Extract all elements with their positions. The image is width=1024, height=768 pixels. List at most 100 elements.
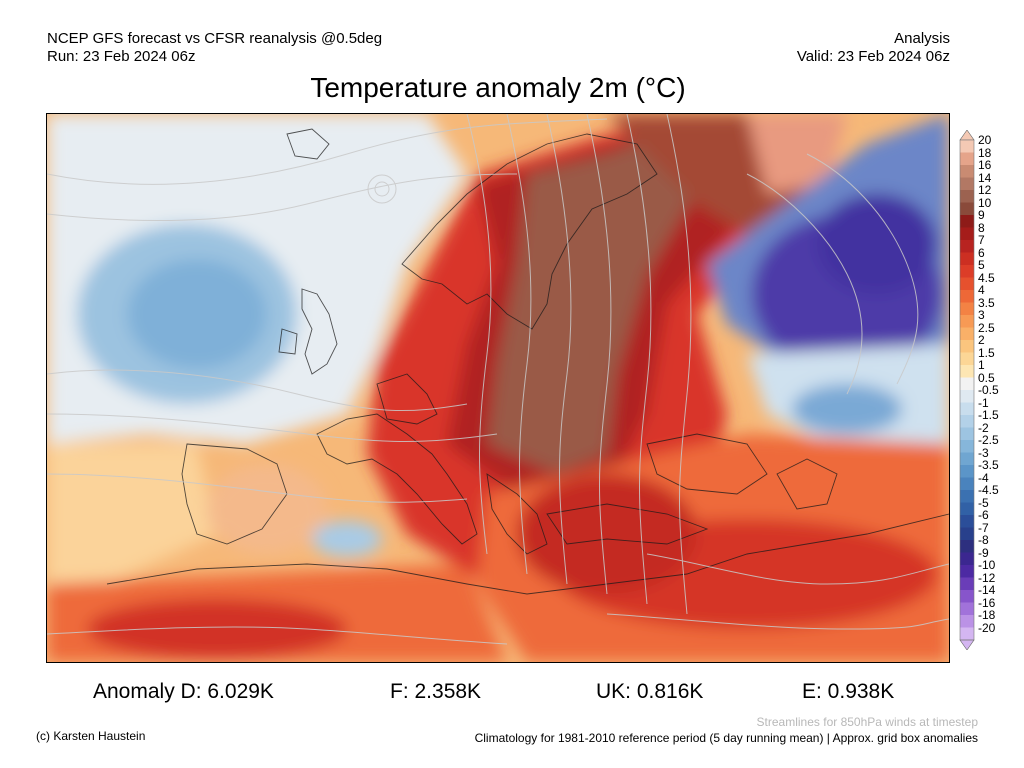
legend-colorbar xyxy=(959,130,975,650)
legend-swatch xyxy=(960,465,974,478)
legend-label: 4 xyxy=(978,283,985,297)
streamlines xyxy=(47,114,949,645)
legend-swatch xyxy=(960,615,974,628)
legend-swatch xyxy=(960,590,974,603)
legend-swatch xyxy=(960,240,974,253)
legend-arrow-bottom xyxy=(959,639,975,650)
streamline-note: Streamlines for 850hPa winds at timestep xyxy=(756,715,978,729)
legend-arrow-top xyxy=(959,130,975,141)
legend-label: 5 xyxy=(978,258,985,272)
legend-swatch xyxy=(960,340,974,353)
legend-label: -2 xyxy=(978,420,989,435)
legend-swatch xyxy=(960,252,974,266)
valid-time: Valid: 23 Feb 2024 06z xyxy=(796,48,950,65)
legend-swatch xyxy=(960,490,974,503)
legend-swatch xyxy=(960,415,974,428)
legend-label: 0.5 xyxy=(978,370,995,385)
legend-swatch xyxy=(960,152,974,166)
legend-swatch xyxy=(960,352,974,366)
run-time: Run: 23 Feb 2024 06z xyxy=(47,48,196,65)
legend-label: 6 xyxy=(978,245,985,260)
legend-swatch xyxy=(960,165,974,178)
anomaly-uk: UK: 0.816K xyxy=(596,680,704,703)
legend-label: 2.5 xyxy=(978,320,995,335)
legend-label: 3.5 xyxy=(978,295,995,310)
legend-label: -6 xyxy=(978,508,989,522)
legend-label: 20 xyxy=(978,133,992,147)
map-title: Temperature anomaly 2m (°C) xyxy=(310,72,686,103)
legend-label: 10 xyxy=(978,195,992,210)
legend-swatch xyxy=(960,390,974,403)
climatology-note: Climatology for 1981-2010 reference peri… xyxy=(474,731,978,745)
legend-swatch xyxy=(960,215,974,228)
legend-swatch xyxy=(960,602,974,616)
legend-label: 16 xyxy=(978,158,992,172)
legend-label: -1 xyxy=(978,395,989,410)
legend-swatch xyxy=(960,177,974,191)
legend-swatch xyxy=(960,302,974,316)
legend-swatch xyxy=(960,190,974,203)
legend-swatch xyxy=(960,402,974,416)
model-description: NCEP GFS forecast vs CFSR reanalysis @0.… xyxy=(47,30,383,47)
legend-swatch xyxy=(960,552,974,566)
anomaly-germany: Anomaly D: 6.029K xyxy=(93,680,274,703)
legend-label: -4 xyxy=(978,470,989,485)
legend-swatch xyxy=(960,227,974,241)
legend-label: -12 xyxy=(978,570,996,585)
legend-swatch xyxy=(960,527,974,541)
coastlines xyxy=(106,128,949,595)
legend-swatch xyxy=(960,327,974,341)
legend-label: -4.5 xyxy=(978,483,999,497)
anomaly-map xyxy=(46,113,950,663)
legend-swatch xyxy=(960,315,974,328)
legend-swatch xyxy=(960,427,974,441)
legend-label: 14 xyxy=(978,170,992,185)
legend-label: 7 xyxy=(978,233,985,247)
header-left: NCEP GFS forecast vs CFSR reanalysis @0.… xyxy=(47,30,382,66)
legend-label: -7 xyxy=(978,520,989,535)
legend-swatch xyxy=(960,377,974,391)
anomaly-france: F: 2.358K xyxy=(390,680,482,703)
header-right: Analysis Valid: 23 Feb 2024 06z xyxy=(797,30,950,66)
legend-label: -18 xyxy=(978,608,996,622)
legend-swatch xyxy=(960,502,974,516)
legend-label: 3 xyxy=(978,308,985,322)
legend-swatch xyxy=(960,515,974,528)
legend-label: 1.5 xyxy=(978,345,995,360)
color-legend: 20 18 16 14 12 10 9 8 7 6 5 4.5 4 3.5 3 2.5 2 1.5 1 0.5 -0.5… xyxy=(958,130,1024,650)
legend-label: -9 xyxy=(978,545,989,560)
region-anomalies: Anomaly D: 6.029K F: 2.358K UK: 0.816K E… xyxy=(0,680,1024,706)
legend-swatch xyxy=(960,365,974,378)
product-type: Analysis xyxy=(894,30,950,47)
credit: (c) Karsten Haustein xyxy=(36,729,146,743)
legend-frame xyxy=(959,139,975,641)
legend-label: -20 xyxy=(978,620,996,635)
legend-label: -3.5 xyxy=(978,458,999,472)
legend-swatch xyxy=(960,265,974,278)
legend-label: -0.5 xyxy=(978,383,999,397)
legend-swatch xyxy=(960,440,974,453)
legend-label: 2 xyxy=(978,333,985,347)
legend-label: -8 xyxy=(978,533,989,547)
legend-label: -1.5 xyxy=(978,408,999,422)
anomaly-map-canvas xyxy=(47,114,949,662)
legend-swatch xyxy=(960,627,974,641)
legend-swatch xyxy=(960,140,974,153)
legend-swatch xyxy=(960,565,974,578)
legend-swatch xyxy=(960,577,974,591)
legend-swatch xyxy=(960,202,974,216)
legend-label: 8 xyxy=(978,220,985,235)
legend-swatch xyxy=(960,452,974,466)
legend-label: 9 xyxy=(978,208,985,222)
legend-label: 18 xyxy=(978,145,992,160)
legend-label: -3 xyxy=(978,445,989,460)
legend-swatch xyxy=(960,477,974,491)
legend-label: -14 xyxy=(978,583,996,597)
legend-label: -10 xyxy=(978,558,996,572)
legend-swatch xyxy=(960,540,974,553)
legend-label: -5 xyxy=(978,495,989,510)
legend-label: -16 xyxy=(978,595,996,610)
legend-label: -2.5 xyxy=(978,433,999,447)
anomaly-england: E: 0.938K xyxy=(802,680,895,703)
legend-label: 12 xyxy=(978,183,992,197)
